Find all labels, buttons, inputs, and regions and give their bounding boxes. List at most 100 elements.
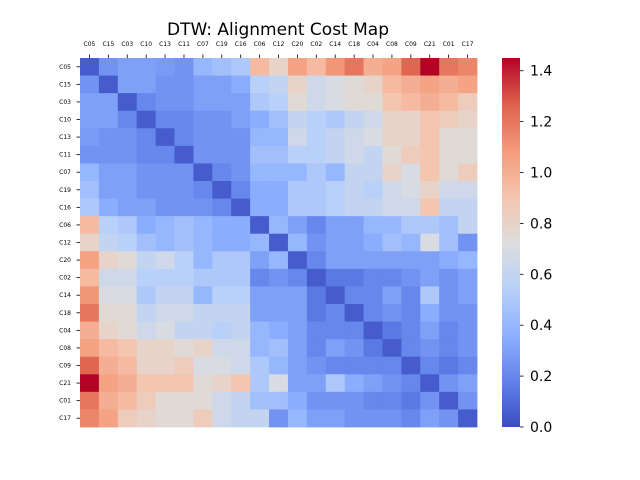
heatmap-cell [98,163,119,182]
heatmap-cell [382,58,402,76]
heatmap-cell [420,268,440,287]
heatmap-cell [344,198,364,217]
heatmap-cell [458,286,478,305]
heatmap-cell [193,233,213,252]
x-tick-label: C11 [178,41,190,48]
heatmap-cell [458,321,478,340]
heatmap-cell [174,110,194,129]
heatmap-cell [212,198,232,217]
heatmap-cell [458,374,478,393]
y-tick-label: C03 [59,99,71,106]
y-tick-label: C18 [59,310,71,317]
heatmap-cell [98,233,119,252]
heatmap-cell [344,391,364,410]
heatmap-cell [155,181,175,199]
heatmap-cell [306,356,327,375]
heatmap-cell [401,233,421,252]
heatmap-cell [344,409,364,428]
heatmap-cell [269,58,289,76]
heatmap-cell [344,181,364,199]
heatmap-cell [420,93,440,112]
heatmap-cell [287,163,308,182]
heatmap-cell [325,409,346,428]
heatmap-cell [344,216,364,235]
heatmap-cell [136,339,157,358]
heatmap-cell [155,75,175,94]
heatmap-cell [98,93,119,112]
heatmap-cell [325,391,346,410]
heatmap-cell [231,128,251,147]
heatmap-cell [136,181,157,199]
heatmap-cell [193,251,213,270]
heatmap-cell [420,198,440,217]
heatmap-cell [420,128,440,147]
heatmap-cell [117,356,138,375]
heatmap-cell [136,286,157,305]
heatmap-cell [250,391,270,410]
heatmap-cell [306,181,327,199]
heatmap-cell [193,93,213,112]
heatmap-cell [231,268,251,287]
heatmap-cell [382,321,402,340]
x-tick-label: C17 [462,41,474,48]
heatmap-cell [363,128,383,147]
heatmap-cell [117,198,138,217]
heatmap-cell [382,145,402,164]
heatmap-cell [420,321,440,340]
heatmap-cell [401,93,421,112]
colorbar-tick-label: 0.0 [530,420,552,436]
y-tick-label: C16 [59,204,71,211]
heatmap-cell [250,321,270,340]
heatmap-cell [439,268,459,287]
heatmap-cell [363,304,383,322]
x-axis-ticks: C05 C15 C03 C10 C13 C11 C07 C19 C16 C06 C12 C20 C02 C… [84,41,474,58]
heatmap-cell [420,339,440,358]
x-tick-label: C03 [121,41,133,48]
heatmap-cell [155,145,175,164]
heatmap-cell [155,374,175,393]
heatmap-cell [306,216,327,235]
heatmap-cell [344,93,364,112]
heatmap-cell [382,286,402,305]
heatmap-cell [269,128,289,147]
heatmap-cell [344,374,364,393]
x-tick-label: C15 [102,41,114,48]
heatmap-cell [344,356,364,375]
heatmap-cell [401,163,421,182]
y-tick-label: C17 [59,415,71,422]
heatmap-cell [382,233,402,252]
heatmap-cell [117,216,138,235]
heatmap-cell [155,198,175,217]
heatmap-cell [363,198,383,217]
heatmap-cell [458,216,478,235]
heatmap-cell [325,110,346,129]
heatmap-cell [174,374,194,393]
heatmap-cell [269,163,289,182]
y-tick-label: C19 [59,187,71,194]
heatmap-cell [212,93,232,112]
heatmap-cell [458,75,478,94]
heatmap-cell [344,251,364,270]
heatmap-cell [458,198,478,217]
heatmap-cell [193,145,213,164]
heatmap-cell [382,216,402,235]
heatmap-cell [98,286,119,305]
heatmap-cell [193,391,213,410]
heatmap-cell [325,181,346,199]
heatmap-cell [231,233,251,252]
heatmap-cell [401,181,421,199]
heatmap-cell [401,128,421,147]
heatmap-cell [401,198,421,217]
heatmap-cell [439,251,459,270]
heatmap-cell [439,75,459,94]
heatmap-cell [155,233,175,252]
y-tick-label: C20 [59,257,71,264]
heatmap-cell [269,268,289,287]
heatmap-cell [325,356,346,375]
heatmap-cell [231,374,251,393]
heatmap-cell [306,128,327,147]
heatmap-cell [287,304,308,322]
heatmap-cell [439,409,459,428]
chart-title: DTW: Alignment Cost Map [167,20,389,40]
